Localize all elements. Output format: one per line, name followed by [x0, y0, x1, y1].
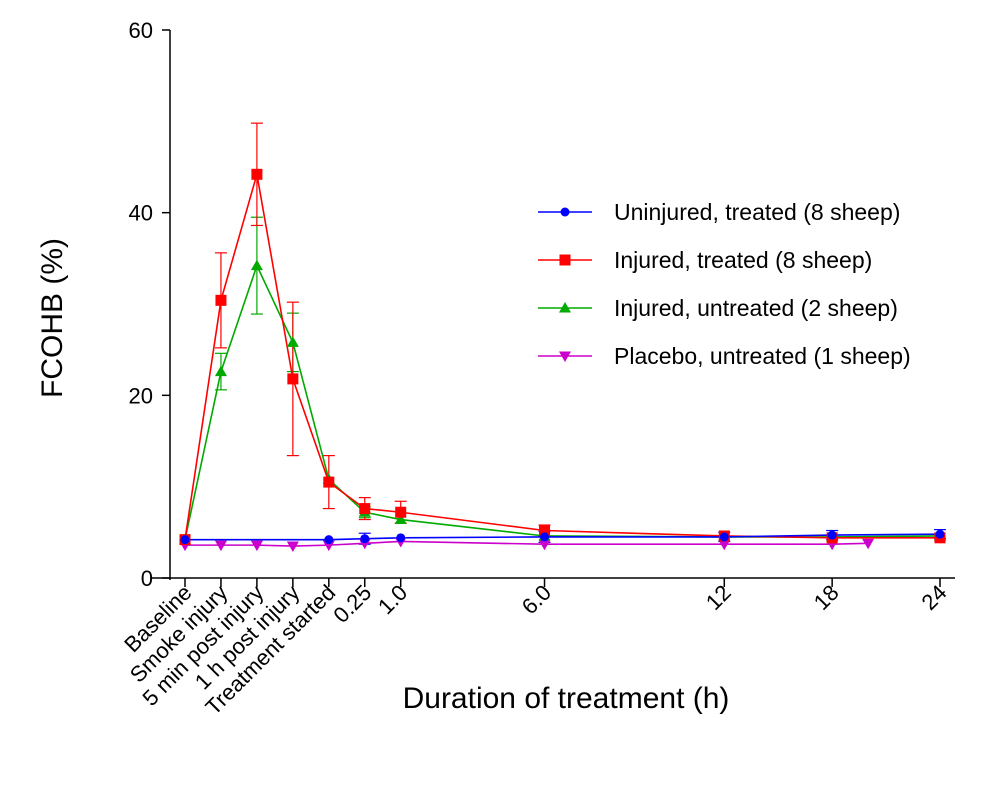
data-point	[250, 540, 263, 552]
data-point	[396, 533, 406, 543]
legend-item: Placebo, untreated (1 sheep)	[538, 343, 911, 369]
legend: Uninjured, treated (8 sheep) Injured, tre…	[538, 199, 911, 369]
data-point	[719, 532, 729, 542]
data-point	[395, 506, 407, 518]
data-point	[251, 168, 263, 180]
x-tick-label: 0.25	[328, 580, 376, 628]
data-point	[360, 534, 370, 544]
data-point	[359, 503, 371, 515]
x-tick-label: 12	[701, 580, 736, 615]
y-axis-title: FCOHB (%)	[36, 238, 69, 398]
legend-marker	[559, 302, 571, 313]
legend-label: Injured, untreated (2 sheep)	[614, 295, 898, 321]
legend-marker	[560, 207, 570, 217]
legend-item: Injured, untreated (2 sheep)	[538, 295, 898, 321]
legend-item: Uninjured, treated (8 sheep)	[538, 199, 900, 225]
data-point	[827, 530, 837, 540]
x-tick-label: 18	[809, 580, 844, 615]
y-tick-label: 20	[129, 383, 153, 408]
legend-marker	[559, 351, 571, 362]
x-tick-label: 6.0	[517, 580, 556, 619]
data-point	[286, 336, 299, 347]
y-tick-label: 0	[141, 566, 153, 591]
legend-item: Injured, treated (8 sheep)	[538, 247, 872, 273]
legend-label: Uninjured, treated (8 sheep)	[614, 199, 900, 225]
legend-label: Placebo, untreated (1 sheep)	[614, 343, 911, 369]
y-tick-label: 60	[129, 18, 153, 43]
data-point	[324, 535, 334, 545]
y-tick-label: 40	[129, 201, 153, 226]
data-point	[180, 535, 190, 545]
x-axis-title: Duration of treatment (h)	[403, 682, 730, 715]
data-point	[394, 513, 407, 525]
data-point	[538, 539, 551, 551]
data-point	[862, 538, 875, 550]
data-point	[323, 476, 335, 488]
data-point	[322, 540, 335, 552]
x-tick-label: 1.0	[373, 580, 412, 619]
data-point	[286, 541, 299, 553]
legend-marker	[559, 254, 571, 266]
data-point	[718, 539, 731, 551]
series-line	[185, 533, 941, 541]
series-markers	[179, 168, 946, 553]
data-point	[250, 259, 263, 271]
data-point	[214, 365, 227, 377]
data-point	[287, 373, 299, 385]
data-point	[935, 529, 945, 539]
x-tick-label: 24	[917, 580, 952, 615]
data-point	[539, 525, 551, 537]
data-point	[215, 294, 227, 306]
data-point	[540, 532, 550, 542]
legend-label: Injured, treated (8 sheep)	[614, 247, 872, 273]
data-point	[214, 540, 227, 552]
